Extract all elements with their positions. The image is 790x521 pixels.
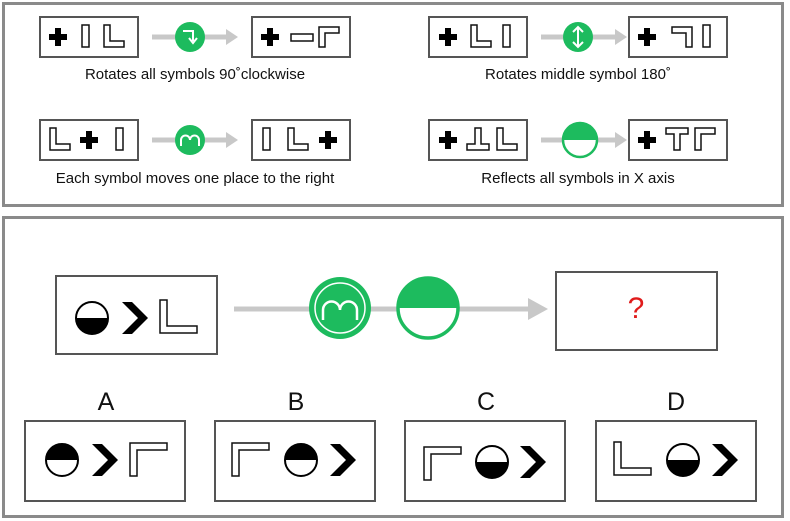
rule-3-caption: Each symbol moves one place to the right: [55, 170, 335, 187]
bar-symbol: [115, 127, 124, 151]
plus-symbol: [319, 131, 337, 149]
t-symbol: [665, 127, 689, 151]
half-circle-symbol: [475, 445, 509, 479]
rule-4-caption: Reflects all symbols in X axis: [481, 170, 675, 187]
l-symbol: [671, 26, 693, 48]
bar-symbol: [502, 24, 511, 48]
half-circle-reflect-icon: [396, 276, 460, 340]
bar-symbol: [81, 24, 90, 48]
l-symbol: [231, 442, 270, 477]
l-symbol: [694, 127, 716, 151]
option-a-card[interactable]: [24, 420, 186, 502]
chevron-symbol: [122, 302, 148, 334]
chevron-symbol: [520, 446, 546, 478]
option-b-label: B: [287, 388, 305, 416]
option-c-card[interactable]: [404, 420, 566, 502]
l-symbol: [318, 26, 340, 48]
half-circle-symbol: [666, 443, 700, 477]
rule-4: [428, 119, 728, 161]
l-symbol: [103, 24, 125, 48]
rule-2-caption: Rotates middle symbol 180˚: [485, 66, 671, 83]
shift-right-icon: [309, 277, 371, 339]
l-symbol: [496, 127, 518, 151]
l-symbol: [49, 127, 71, 151]
l-symbol: [287, 127, 309, 151]
option-d-card[interactable]: [595, 420, 757, 502]
bar-symbol: [702, 24, 711, 48]
option-d-label: D: [666, 388, 686, 416]
l-symbol: [159, 299, 198, 334]
l-symbol: [470, 24, 492, 48]
chevron-symbol: [712, 444, 738, 476]
rule-1: [39, 16, 351, 58]
l-symbol: [613, 441, 652, 476]
plus-symbol: [261, 28, 279, 46]
result-placeholder: ?: [627, 292, 645, 325]
plus-symbol: [49, 28, 67, 46]
rule-1-caption: Rotates all symbols 90˚clockwise: [84, 66, 306, 83]
plus-symbol: [439, 28, 457, 46]
rotate-clockwise-icon: [175, 22, 205, 52]
rule-2: [428, 16, 728, 58]
plus-symbol: [638, 28, 656, 46]
rule-3: [39, 119, 351, 161]
half-circle-symbol: [284, 443, 318, 477]
option-a-label: A: [97, 388, 115, 416]
question-sequence: [55, 271, 718, 355]
half-circle-symbol: [75, 301, 109, 335]
half-circle-symbol: [45, 443, 79, 477]
l-symbol: [129, 442, 168, 477]
half-circle-reflect-icon: [561, 121, 599, 159]
option-c-label: C: [476, 388, 496, 416]
l-symbol: [423, 446, 462, 481]
question-result-box: [555, 271, 718, 351]
plus-symbol: [80, 131, 98, 149]
chevron-symbol: [92, 444, 118, 476]
option-b-card[interactable]: [214, 420, 376, 502]
t-symbol: [466, 127, 490, 151]
plus-symbol: [638, 131, 656, 149]
bar-symbol: [262, 127, 271, 151]
chevron-symbol: [330, 444, 356, 476]
bar-symbol: [290, 33, 314, 42]
plus-symbol: [439, 131, 457, 149]
